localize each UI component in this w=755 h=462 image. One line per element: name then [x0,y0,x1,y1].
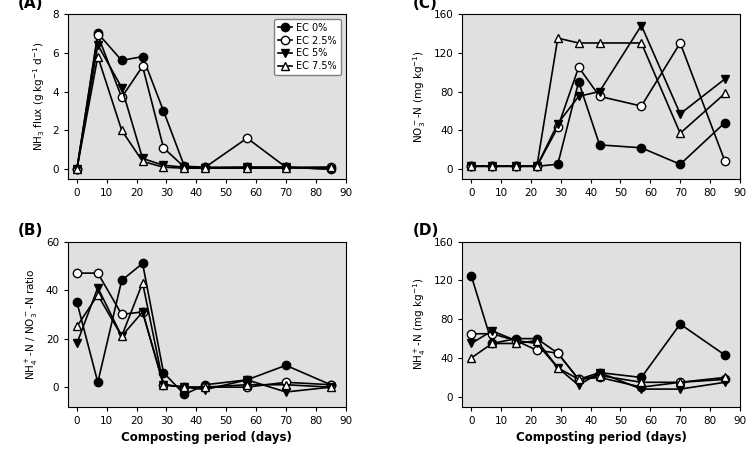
X-axis label: Composting period (days): Composting period (days) [122,431,292,444]
Text: (B): (B) [18,223,43,238]
X-axis label: Composting period (days): Composting period (days) [516,431,686,444]
Legend: EC 0%, EC 2.5%, EC 5%, EC 7.5%: EC 0%, EC 2.5%, EC 5%, EC 7.5% [274,19,341,75]
Y-axis label: NH$_4^+$-N (mg kg$^{-1}$): NH$_4^+$-N (mg kg$^{-1}$) [411,278,428,370]
Y-axis label: NH$_3$ flux (g kg$^{-1}$ d$^{-1}$): NH$_3$ flux (g kg$^{-1}$ d$^{-1}$) [31,42,47,151]
Text: (D): (D) [412,223,439,238]
Text: (A): (A) [18,0,44,11]
Y-axis label: NH$_4^+$-N / NO$_3^-$-N ratio: NH$_4^+$-N / NO$_3^-$-N ratio [24,268,40,380]
Text: (C): (C) [412,0,437,11]
Y-axis label: NO$_3^-$-N (mg kg$^{-1}$): NO$_3^-$-N (mg kg$^{-1}$) [411,50,428,143]
